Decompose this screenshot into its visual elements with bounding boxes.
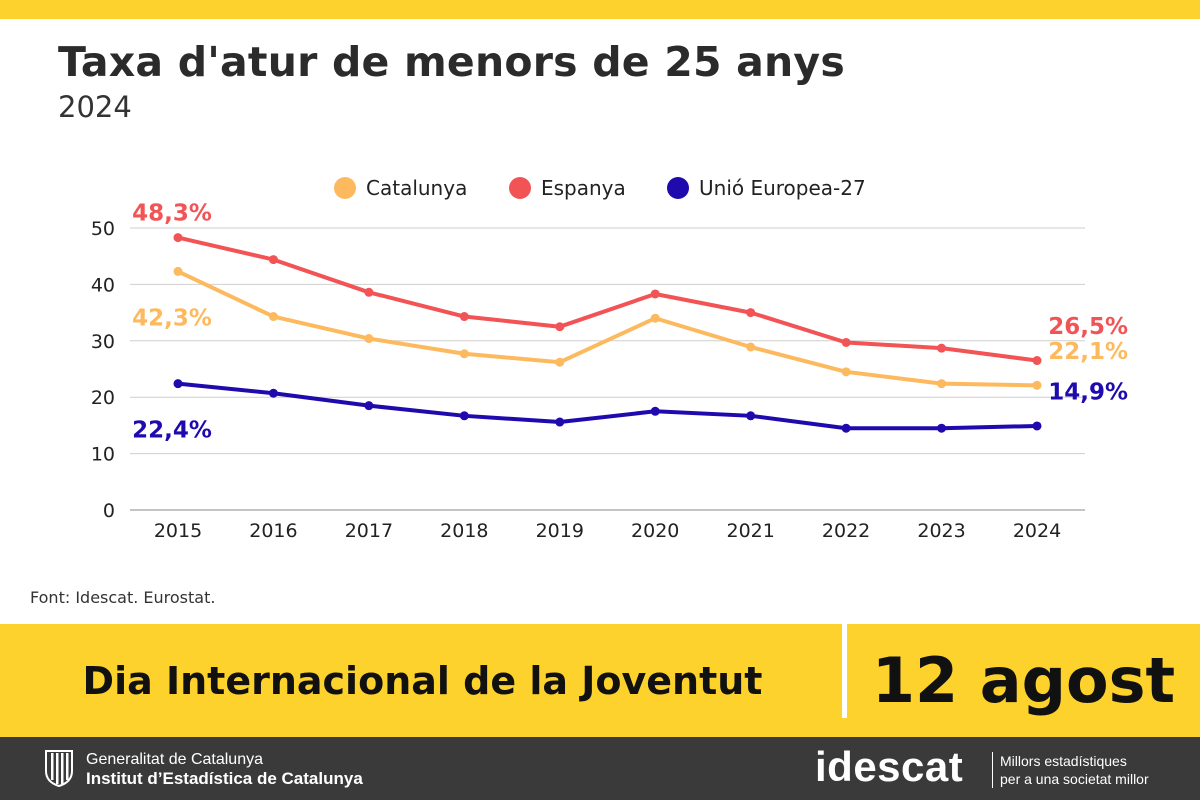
data-labels: 42,3% 22,1% 48,3% 26,5% 22,4% 14,9% — [132, 201, 1128, 444]
x-tick-label: 2022 — [822, 520, 870, 542]
legend-marker — [334, 177, 356, 199]
data-point — [459, 312, 469, 322]
gencat-emblem-icon — [45, 750, 73, 787]
legend-label: Espanya — [541, 176, 626, 200]
data-point — [364, 334, 374, 344]
source-note: Font: Idescat. Eurostat. — [30, 588, 216, 607]
data-point — [1032, 356, 1042, 366]
footer: Generalitat de Catalunya Institut d’Esta… — [0, 737, 1200, 800]
data-point — [841, 337, 851, 347]
end-value-label: 22,1% — [1048, 339, 1128, 365]
top-accent-bar — [0, 0, 1200, 19]
x-axis: 2015 2016 2017 2018 2019 2020 2021 2022 2023 2024 — [154, 520, 1061, 542]
chart-legend: Catalunya Espanya Unió Europea-27 — [334, 176, 866, 200]
x-tick-label: 2021 — [726, 520, 774, 542]
data-point — [650, 406, 660, 416]
y-tick-label: 50 — [91, 218, 115, 240]
banner-divider — [842, 624, 847, 718]
data-point — [459, 411, 469, 421]
data-point — [746, 342, 756, 352]
start-value-label: 42,3% — [132, 305, 212, 331]
chart-series — [173, 233, 1042, 433]
data-point — [459, 349, 469, 359]
data-point — [1032, 421, 1042, 431]
event-name: Dia Internacional de la Joventut — [82, 658, 763, 703]
series-line — [176, 235, 1039, 363]
data-point — [268, 312, 278, 322]
data-point — [173, 379, 183, 389]
event-date: 12 agost — [871, 644, 1176, 717]
x-tick-label: 2023 — [917, 520, 965, 542]
data-point — [650, 289, 660, 299]
x-tick-label: 2018 — [440, 520, 488, 542]
x-tick-label: 2015 — [154, 520, 202, 542]
y-tick-label: 40 — [91, 274, 115, 296]
data-point — [841, 367, 851, 377]
y-axis: 0 10 20 30 40 50 — [91, 218, 115, 522]
line-chart: Catalunya Espanya Unió Europea-27 0 10 20 30 4… — [91, 176, 1128, 542]
data-point — [173, 233, 183, 243]
x-tick-label: 2019 — [536, 520, 584, 542]
x-tick-label: 2016 — [249, 520, 297, 542]
chart-subtitle: 2024 — [58, 90, 132, 124]
end-value-label: 26,5% — [1048, 314, 1128, 340]
x-tick-label: 2024 — [1013, 520, 1061, 542]
x-tick-label: 2020 — [631, 520, 679, 542]
data-point — [555, 417, 565, 427]
data-point — [650, 313, 660, 323]
tagline-line1: Millors estadístiques — [1000, 753, 1127, 769]
tagline-line2: per a una societat millor — [1000, 771, 1149, 787]
data-point — [841, 423, 851, 433]
series-line — [176, 269, 1039, 388]
idescat-tagline: Millors estadístiques per a una societat… — [1000, 752, 1149, 788]
data-point — [555, 357, 565, 367]
data-point — [746, 411, 756, 421]
y-tick-label: 0 — [103, 500, 115, 522]
idescat-logo: idescat — [815, 743, 964, 790]
data-point — [364, 287, 374, 297]
data-point — [937, 423, 947, 433]
end-value-label: 14,9% — [1048, 379, 1128, 405]
start-value-label: 48,3% — [132, 201, 212, 227]
gencat-wordmark: Generalitat de Catalunya Institut d’Esta… — [86, 751, 363, 789]
event-banner: Dia Internacional de la Joventut 12 agos… — [0, 624, 1200, 737]
data-point — [173, 266, 183, 276]
chart-gridlines — [130, 227, 1085, 511]
legend-marker — [509, 177, 531, 199]
data-point — [268, 255, 278, 265]
institute-name: Institut d’Estadística de Catalunya — [86, 769, 363, 788]
data-point — [937, 343, 947, 353]
chart-title: Taxa d'atur de menors de 25 anys — [58, 38, 845, 86]
y-tick-label: 30 — [91, 331, 115, 353]
data-point — [746, 308, 756, 318]
data-point — [1032, 380, 1042, 390]
gencat-name: Generalitat de Catalunya — [86, 751, 263, 768]
start-value-label: 22,4% — [132, 418, 212, 444]
legend-label: Unió Europea-27 — [699, 176, 866, 200]
data-point — [555, 322, 565, 332]
data-point — [268, 388, 278, 398]
y-tick-label: 10 — [91, 444, 115, 466]
legend-label: Catalunya — [366, 176, 467, 200]
data-point — [364, 401, 374, 411]
logo-separator — [992, 752, 993, 788]
y-tick-label: 20 — [91, 387, 115, 409]
data-point — [937, 379, 947, 389]
series-line — [176, 381, 1039, 431]
x-tick-label: 2017 — [345, 520, 393, 542]
legend-marker — [667, 177, 689, 199]
